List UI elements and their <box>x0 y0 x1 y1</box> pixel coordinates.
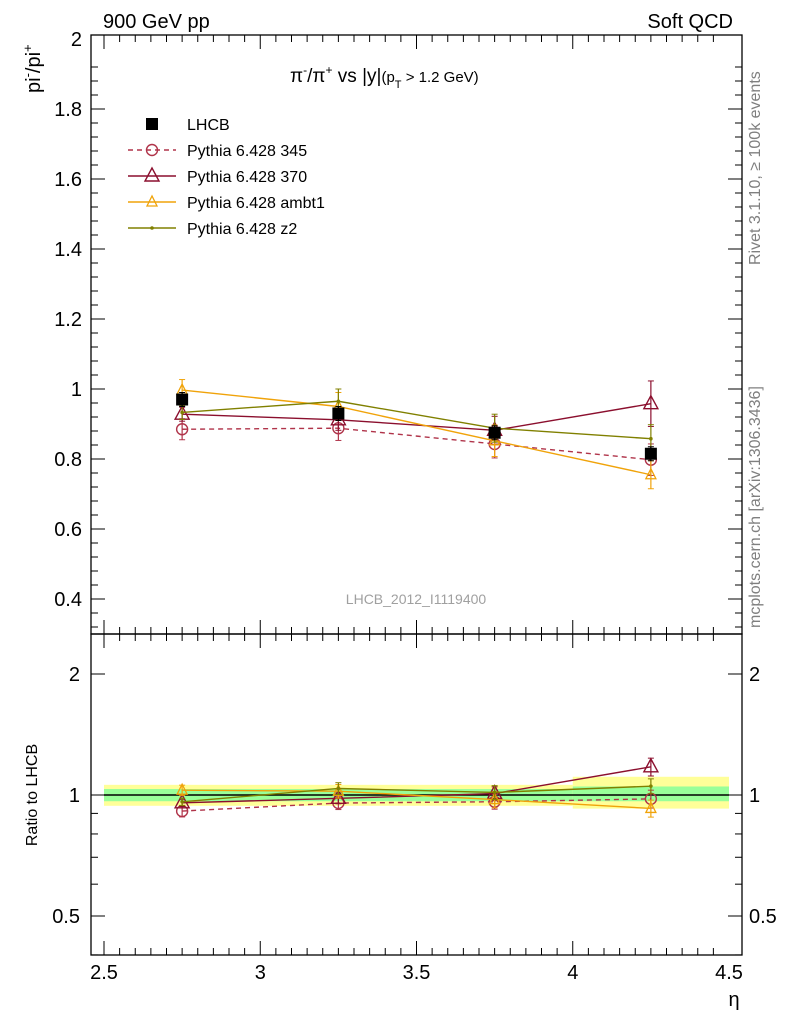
legend: LHCB Pythia 6.428 345 Pythia 6.428 370 Pyth… <box>128 117 325 238</box>
point-pythia-6-428-z2 <box>336 399 341 404</box>
ratio-line-pythia-6-428-ambt1 <box>182 789 651 810</box>
ratio-y-tick-label-right-0.5: 0.5 <box>749 906 777 928</box>
point-lhcb <box>644 447 657 460</box>
ratio-point-pythia-6-428-z2 <box>649 784 653 788</box>
series-line-pythia-6-428-370 <box>182 403 651 432</box>
title-cut: > 1.2 GeV) <box>402 69 479 86</box>
main-y-tick-label-2: 2 <box>71 29 82 51</box>
ratio-point-pythia-6-428-ambt1 <box>332 783 345 796</box>
x-axis-label: η <box>728 989 739 1011</box>
ratio-point-pythia-6-428-370 <box>642 757 660 773</box>
ratio-point-pythia-6-428-ambt1 <box>488 792 501 805</box>
ratio-line-pythia-6-428-345 <box>182 798 651 812</box>
main-y-tick-label-0.8: 0.8 <box>54 449 82 471</box>
point-pythia-6-428-345 <box>175 423 189 436</box>
legend-label-pythia-6-428-345: Pythia 6.428 345 <box>187 143 307 160</box>
ylabel-sup1: - <box>20 73 35 77</box>
main-y-tick-label-1.6: 1.6 <box>54 169 82 191</box>
ratio-panel: 2.5 3 3.5 4 4.5 0.5 0.5 1 1 2 2 <box>52 633 777 984</box>
rivet-label: Rivet 3.1.10, ≥ 100k events <box>747 71 764 265</box>
main-y-tick-label-0.4: 0.4 <box>54 589 82 611</box>
main-panel: 0.4 0.6 0.8 1 1.2 1.4 1.6 1.8 2 <box>54 29 743 635</box>
main-y-tick-label-1.4: 1.4 <box>54 239 82 261</box>
ratio-point-pythia-6-428-370 <box>330 788 347 805</box>
point-pythia-6-428-z2 <box>180 410 184 415</box>
ratio-point-pythia-6-428-z2 <box>180 799 184 804</box>
title-sup1: - <box>303 63 307 77</box>
point-lhcb <box>332 407 345 420</box>
title-rest: vs |y| <box>333 66 382 87</box>
main-y-tick-label-0.6: 0.6 <box>54 519 82 541</box>
main-title: π-/π+ vs |y|(pT > 1.2 GeV) <box>290 63 479 91</box>
ratio-y-tick-label-right-1: 1 <box>749 785 760 807</box>
legend-marker-pythia-6-428-z2 <box>150 226 154 230</box>
ratio-ylabel: Ratio to LHCB <box>24 744 41 846</box>
ratio-line-pythia-6-428-z2 <box>182 785 651 803</box>
ratio-point-pythia-6-428-z2 <box>492 790 497 795</box>
legend-marker-pythia-6-428-370 <box>143 166 161 182</box>
x-tick-label-2.5: 2.5 <box>90 962 118 984</box>
title-sup2: + <box>326 63 333 77</box>
header-right: Soft QCD <box>647 11 733 33</box>
series-line-pythia-6-428-345 <box>182 427 651 461</box>
ratio-y-tick-label-left-2: 2 <box>69 664 80 686</box>
point-lhcb <box>176 393 189 406</box>
series-line-pythia-6-428-ambt1 <box>182 389 652 476</box>
point-pythia-6-428-z2 <box>649 436 653 441</box>
analysis-watermark: LHCB_2012_I1119400 <box>346 591 487 607</box>
legend-marker-pythia-6-428-345 <box>145 143 159 157</box>
legend-marker-pythia-6-428-ambt1 <box>145 194 159 207</box>
main-y-tick-label-1.2: 1.2 <box>54 309 82 331</box>
ratio-point-pythia-6-428-ambt1 <box>176 782 189 795</box>
ylabel-sup2: + <box>20 44 35 52</box>
ratio-y-tick-label-left-0.5: 0.5 <box>52 906 80 928</box>
header-left: 900 GeV pp <box>103 11 210 33</box>
x-tick-label-3.5: 3.5 <box>403 962 431 984</box>
x-tick-label-4: 4 <box>567 962 578 984</box>
x-tick-label-4.5: 4.5 <box>715 962 743 984</box>
main-y-tick-label-1: 1 <box>71 379 82 401</box>
legend-marker-lhcb <box>146 118 158 130</box>
main-y-tick-label-1.8: 1.8 <box>54 99 82 121</box>
ratio-point-pythia-6-428-z2 <box>336 786 341 791</box>
title-sub: (p <box>381 69 394 86</box>
series-line-pythia-6-428-z2 <box>182 400 651 440</box>
legend-label-lhcb: LHCB <box>187 117 230 134</box>
mcplots-label: mcplots.cern.ch [arXiv:1306.3436] <box>747 386 764 628</box>
ratio-point-pythia-6-428-ambt1 <box>644 800 657 814</box>
legend-label-pythia-6-428-z2: Pythia 6.428 z2 <box>187 221 297 238</box>
title-pi1: π <box>290 66 303 87</box>
title-sub-t: T <box>395 79 402 91</box>
ratio-y-tick-label-left-1: 1 <box>69 785 80 807</box>
title-mid: /π <box>307 66 325 87</box>
point-pythia-6-428-ambt1 <box>644 467 657 480</box>
point-pythia-6-428-370 <box>642 394 660 410</box>
ylabel-pi1: pi <box>23 77 45 93</box>
legend-label-pythia-6-428-ambt1: Pythia 6.428 ambt1 <box>187 195 325 212</box>
ylabel-mid: /pi <box>23 52 45 73</box>
legend-label-pythia-6-428-370: Pythia 6.428 370 <box>187 169 307 186</box>
ratio-y-tick-label-right-2: 2 <box>749 664 760 686</box>
x-tick-label-3: 3 <box>255 962 266 984</box>
point-lhcb <box>488 426 501 439</box>
main-ylabel: pi-/pi+ <box>20 44 45 93</box>
